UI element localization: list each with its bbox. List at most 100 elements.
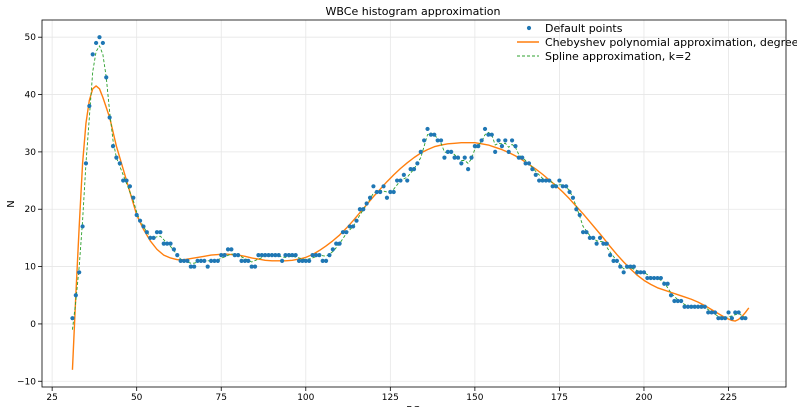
data-point [428, 132, 434, 137]
data-point [347, 224, 352, 229]
data-point [442, 155, 447, 160]
data-point [90, 52, 95, 57]
data-point [283, 253, 288, 258]
data-point [405, 178, 410, 183]
data-point [222, 253, 227, 258]
data-point [655, 275, 660, 281]
data-point [455, 155, 461, 160]
data-point [685, 304, 691, 309]
data-point [560, 184, 565, 189]
data-point [107, 115, 112, 120]
data-point [665, 281, 670, 286]
legend-label: Default points [545, 22, 623, 35]
data-point [516, 155, 521, 160]
data-point [540, 178, 545, 183]
data-point [489, 132, 494, 137]
data-point [401, 172, 406, 177]
data-point [726, 310, 731, 315]
data-point [608, 253, 613, 258]
data-point [482, 126, 488, 132]
data-point [121, 178, 126, 183]
data-point [80, 224, 85, 229]
data-point [242, 258, 248, 263]
data-point [645, 275, 650, 281]
data-point [286, 253, 291, 258]
data-point [181, 258, 187, 263]
data-point [496, 138, 501, 143]
data-point [672, 298, 677, 304]
data-point [300, 258, 305, 263]
data-point [537, 178, 542, 183]
data-point [276, 253, 281, 258]
y-tick-label: 20 [25, 205, 37, 215]
data-point [668, 293, 674, 298]
data-point [340, 230, 346, 235]
data-point [205, 264, 210, 269]
data-point [567, 189, 572, 195]
data-point [479, 138, 484, 143]
spline-line [71, 45, 746, 330]
data-point [378, 189, 383, 195]
data-point [557, 178, 562, 183]
data-point [594, 241, 599, 246]
x-tick-label: 200 [635, 393, 652, 403]
data-point [77, 270, 82, 275]
data-point [83, 161, 89, 166]
data-point [252, 264, 258, 269]
data-point [148, 235, 153, 241]
data-point [337, 241, 342, 246]
data-point [597, 235, 603, 241]
x-axis-label: RC [406, 405, 419, 407]
data-point [171, 247, 176, 252]
y-tick-label: 10 [25, 263, 37, 273]
data-point [127, 184, 133, 189]
data-point [384, 195, 390, 200]
data-point [192, 264, 197, 269]
data-point [716, 316, 721, 321]
series-layer [70, 35, 750, 370]
data-point [188, 264, 193, 269]
data-point [344, 230, 349, 235]
data-point [733, 310, 738, 315]
data-point [239, 258, 244, 263]
data-point [469, 155, 474, 160]
data-point [361, 207, 366, 212]
data-point [175, 253, 180, 258]
data-point [621, 270, 626, 275]
data-point [712, 310, 718, 315]
data-point [523, 161, 528, 166]
data-point [114, 155, 119, 160]
data-point [391, 189, 396, 195]
data-point [280, 258, 285, 263]
data-point [131, 195, 136, 200]
data-point [310, 253, 315, 258]
data-point [719, 316, 724, 321]
data-point [520, 155, 525, 160]
data-point [408, 166, 413, 172]
data-point [624, 264, 630, 269]
data-point [367, 195, 373, 200]
data-point [371, 184, 376, 189]
data-point [307, 258, 312, 263]
data-point [208, 258, 214, 263]
data-point [141, 224, 146, 229]
data-point [219, 253, 224, 258]
data-point [168, 241, 173, 246]
data-point [357, 207, 362, 212]
data-point [266, 253, 271, 258]
data-point [628, 264, 633, 269]
data-point [334, 241, 339, 246]
data-point [543, 178, 548, 183]
x-tick-label: 225 [720, 393, 737, 403]
data-point [648, 275, 653, 281]
x-tick-label: 100 [297, 393, 314, 403]
data-point [675, 298, 680, 304]
data-point [97, 35, 102, 40]
data-point [178, 258, 183, 263]
y-tick-label: 0 [30, 320, 36, 330]
data-point [394, 178, 400, 183]
data-point [438, 138, 444, 143]
y-tick-label: 40 [25, 91, 37, 101]
data-point [202, 258, 207, 263]
